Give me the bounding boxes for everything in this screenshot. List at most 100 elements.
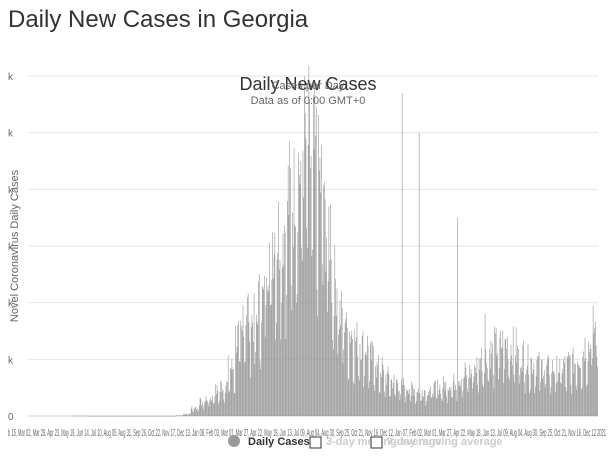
bar-daily-cases[interactable]: [415, 401, 417, 416]
bar-daily-cases[interactable]: [560, 383, 562, 416]
bar-daily-cases[interactable]: [170, 415, 171, 417]
bar-daily-cases[interactable]: [401, 93, 403, 416]
legend-3-day-checkbox[interactable]: [309, 436, 322, 449]
bar-daily-cases[interactable]: [279, 259, 281, 416]
bar-daily-cases[interactable]: [524, 393, 526, 416]
bar-daily-cases[interactable]: [140, 415, 142, 417]
bar-daily-cases[interactable]: [239, 361, 241, 416]
bar-daily-cases[interactable]: [102, 415, 103, 417]
bar-daily-cases[interactable]: [521, 370, 523, 416]
bar-daily-cases[interactable]: [139, 415, 140, 417]
bar-daily-cases[interactable]: [518, 383, 520, 416]
bar-daily-cases[interactable]: [322, 284, 324, 416]
bar-daily-cases[interactable]: [301, 260, 303, 416]
bar-daily-cases[interactable]: [260, 369, 262, 416]
bar-daily-cases[interactable]: [324, 182, 325, 416]
bar-daily-cases[interactable]: [244, 361, 246, 416]
bar-daily-cases[interactable]: [481, 370, 483, 416]
bar-daily-cases[interactable]: [164, 415, 166, 417]
bar-daily-cases[interactable]: [384, 391, 385, 416]
bar-daily-cases[interactable]: [457, 217, 458, 416]
bar-daily-cases[interactable]: [568, 352, 570, 416]
bar-daily-cases[interactable]: [342, 363, 344, 416]
bar-daily-cases[interactable]: [132, 415, 134, 417]
bar-daily-cases[interactable]: [424, 390, 426, 416]
bar-daily-cases[interactable]: [245, 325, 247, 416]
bar-daily-cases[interactable]: [341, 290, 342, 416]
bar-daily-cases[interactable]: [581, 387, 583, 416]
bar-daily-cases[interactable]: [465, 367, 467, 416]
bar-daily-cases[interactable]: [455, 389, 457, 416]
bar-daily-cases[interactable]: [557, 381, 558, 416]
bar-daily-cases[interactable]: [223, 399, 225, 416]
bar-daily-cases[interactable]: [520, 367, 521, 416]
bar-daily-cases[interactable]: [101, 415, 102, 417]
bar-daily-cases[interactable]: [552, 372, 554, 416]
bar-daily-cases[interactable]: [445, 381, 447, 416]
bar-daily-cases[interactable]: [144, 415, 146, 417]
bar-daily-cases[interactable]: [275, 322, 277, 416]
bar-daily-cases[interactable]: [79, 415, 81, 417]
bar-daily-cases[interactable]: [156, 415, 157, 417]
bar-daily-cases[interactable]: [189, 413, 191, 416]
bar-daily-cases[interactable]: [440, 393, 441, 416]
bar-daily-cases[interactable]: [433, 383, 435, 416]
bar-daily-cases[interactable]: [98, 415, 99, 417]
bar-daily-cases[interactable]: [87, 415, 89, 417]
bar-daily-cases[interactable]: [352, 339, 353, 416]
bar-daily-cases[interactable]: [240, 320, 242, 416]
bar-daily-cases[interactable]: [130, 415, 132, 417]
bar-daily-cases[interactable]: [281, 267, 283, 416]
bar-daily-cases[interactable]: [354, 329, 356, 416]
bar-daily-cases[interactable]: [500, 330, 501, 416]
bar-daily-cases[interactable]: [459, 381, 461, 416]
bar-daily-cases[interactable]: [250, 377, 251, 416]
bar-daily-cases[interactable]: [263, 289, 265, 416]
bar-daily-cases[interactable]: [85, 415, 87, 417]
bar-daily-cases[interactable]: [250, 327, 252, 416]
bar-daily-cases[interactable]: [469, 377, 471, 416]
bar-daily-cases[interactable]: [565, 386, 567, 416]
bar-daily-cases[interactable]: [558, 372, 560, 416]
bar-daily-cases[interactable]: [218, 401, 220, 416]
bar-daily-cases[interactable]: [127, 415, 129, 417]
bar-daily-cases[interactable]: [230, 367, 231, 416]
bar-daily-cases[interactable]: [590, 348, 592, 416]
bar-daily-cases[interactable]: [154, 415, 156, 417]
bar-daily-cases[interactable]: [431, 397, 433, 416]
bar-daily-cases[interactable]: [566, 356, 568, 416]
bar-daily-cases[interactable]: [224, 402, 225, 416]
bar-daily-cases[interactable]: [340, 325, 342, 416]
bar-daily-cases[interactable]: [480, 358, 481, 416]
bar-daily-cases[interactable]: [388, 373, 390, 416]
bar-daily-cases[interactable]: [273, 254, 275, 416]
bar-daily-cases[interactable]: [160, 415, 162, 417]
bar-daily-cases[interactable]: [318, 170, 320, 416]
bar-daily-cases[interactable]: [367, 335, 368, 416]
bar-daily-cases[interactable]: [584, 337, 586, 416]
bar-daily-cases[interactable]: [181, 415, 183, 416]
bar-daily-cases[interactable]: [151, 415, 153, 417]
bar-daily-cases[interactable]: [237, 324, 239, 416]
bar-daily-cases[interactable]: [320, 192, 322, 416]
bar-daily-cases[interactable]: [241, 330, 243, 416]
bar-daily-cases[interactable]: [544, 387, 546, 416]
bar-daily-cases[interactable]: [392, 388, 393, 416]
bar-daily-cases[interactable]: [410, 395, 412, 416]
bar-daily-cases[interactable]: [489, 349, 490, 416]
bar-daily-cases[interactable]: [468, 377, 470, 416]
bar-daily-cases[interactable]: [489, 368, 491, 416]
bar-daily-cases[interactable]: [234, 393, 236, 416]
bar-daily-cases[interactable]: [230, 369, 232, 416]
bar-daily-cases[interactable]: [131, 415, 133, 417]
bar-daily-cases[interactable]: [222, 389, 224, 416]
bar-daily-cases[interactable]: [167, 415, 168, 417]
bar-daily-cases[interactable]: [330, 259, 332, 416]
bar-daily-cases[interactable]: [181, 415, 182, 416]
bar-daily-cases[interactable]: [244, 362, 245, 416]
bar-daily-cases[interactable]: [238, 360, 240, 416]
bar-daily-cases[interactable]: [122, 415, 124, 417]
bar-daily-cases[interactable]: [120, 415, 122, 417]
bar-daily-cases[interactable]: [472, 388, 473, 416]
bar-daily-cases[interactable]: [271, 279, 273, 416]
